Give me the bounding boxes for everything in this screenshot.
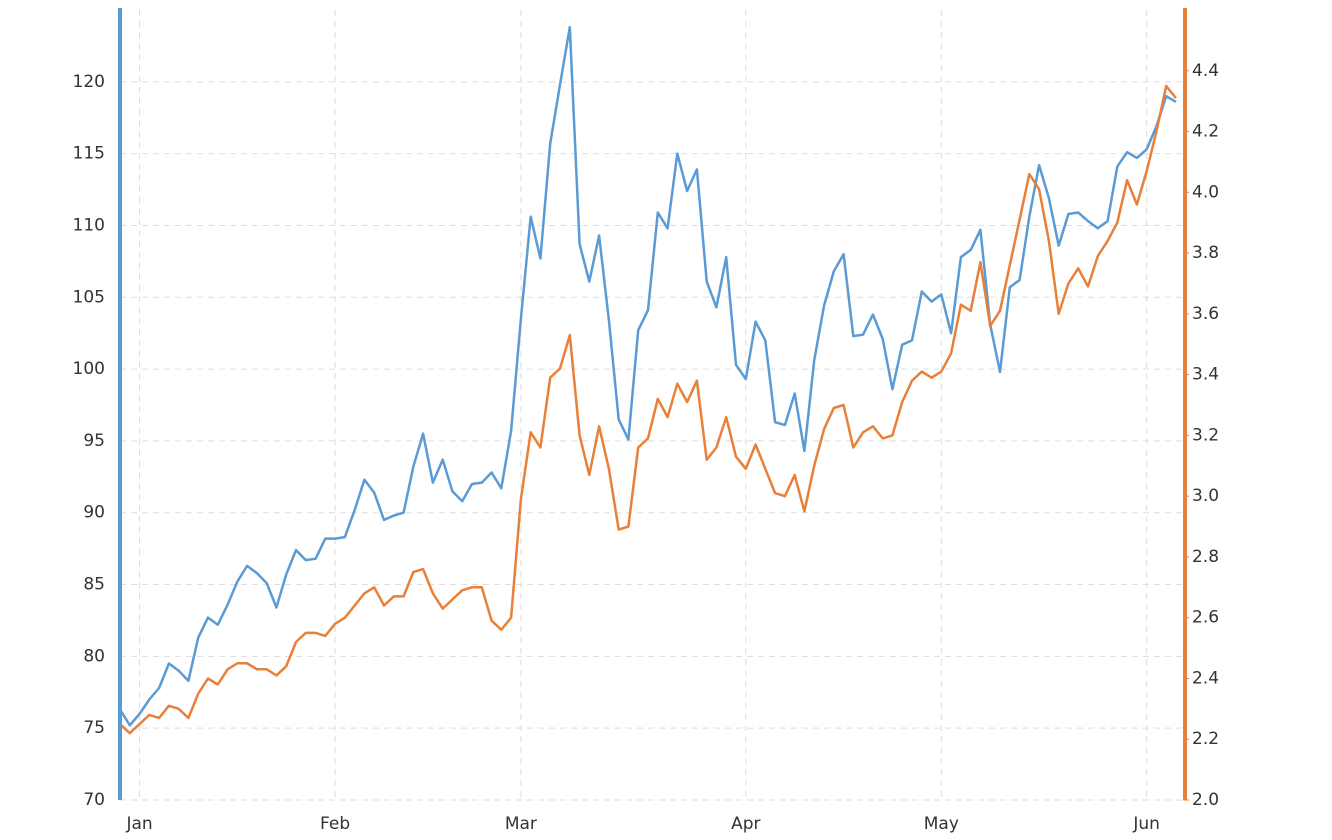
y2-tick-label: 2.6 [1192,608,1219,628]
x-tick-label: Jun [1132,814,1160,834]
y-tick-label: 80 [83,646,105,666]
x-tick-label: Jan [125,814,152,834]
y2-tick-label: 2.0 [1192,790,1219,810]
y-tick-label: 90 [83,503,105,523]
x-tick-label: May [924,814,959,834]
y2-tick-label: 4.2 [1192,122,1219,142]
y2-tick-label: 4.4 [1192,61,1219,81]
series-line [118,25,1177,727]
y-tick-label: 75 [83,718,105,738]
y2-tick-label: 3.8 [1192,243,1219,263]
y2-tick-label: 3.6 [1192,304,1219,324]
y2-tick-label: 3.4 [1192,365,1219,385]
y-tick-label: 105 [73,287,105,307]
y-tick-label: 115 [73,144,105,164]
y-tick-label: 85 [83,575,105,595]
y-tick-label: 120 [73,72,105,92]
y-tick-label: 95 [83,431,105,451]
series-line [119,84,1177,735]
y2-tick-label: 2.2 [1192,729,1219,749]
x-tick-label: Feb [320,814,350,834]
y-tick-label: 70 [83,790,105,810]
y2-tick-label: 3.2 [1192,425,1219,445]
y2-tick-label: 2.4 [1192,668,1219,688]
y-tick-label: 110 [73,215,105,235]
y-tick-label: 100 [73,359,105,379]
x-tick-label: Apr [731,814,760,834]
y2-tick-label: 3.0 [1192,486,1219,506]
x-tick-label: Mar [505,814,537,834]
y2-tick-label: 2.8 [1192,547,1219,567]
y2-tick-label: 4.0 [1192,182,1219,202]
